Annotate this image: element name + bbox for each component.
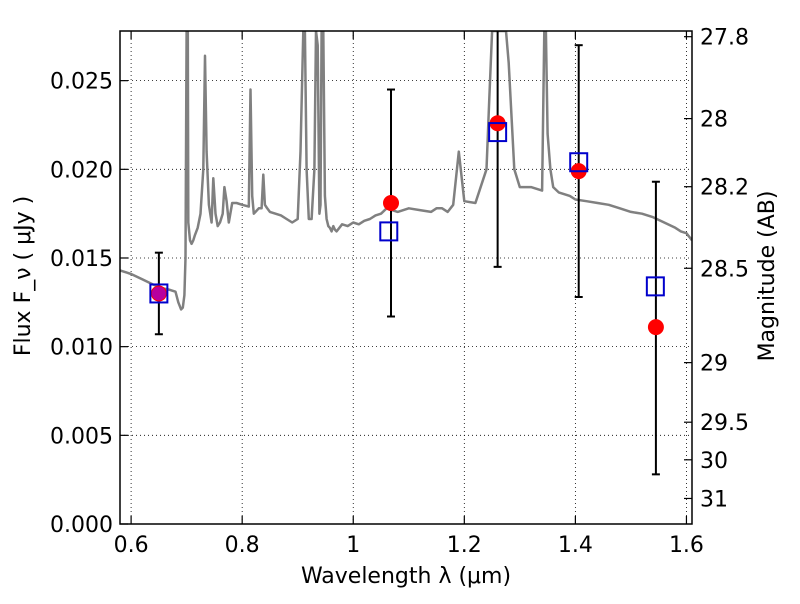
y-tick-label-4: 0.020 (50, 158, 113, 183)
observed-series (150, 115, 664, 336)
y-tick-label-5: 0.025 (50, 70, 113, 95)
y-tick-label-0: 0.000 (50, 513, 113, 538)
plot-frame (119, 30, 693, 525)
x-tick-label-0: 0.6 (114, 533, 149, 558)
model-point-2 (488, 122, 508, 143)
y2-tick-label-0: 27.8 (700, 26, 749, 51)
x-tick-label-2: 1 (346, 533, 360, 558)
y2-tick-label-3: 28.5 (700, 257, 749, 282)
overlap-point-0 (151, 286, 166, 301)
y2-tick-label-5: 29.5 (700, 411, 749, 436)
model-series (149, 122, 665, 304)
y2-tick-label-2: 28.2 (700, 176, 749, 201)
y-axis: 0.000 0.005 0.010 0.015 0.020 0.025 (50, 70, 128, 538)
spectrum-line (120, 31, 692, 311)
plot-border (119, 30, 693, 525)
x-tick-label-5: 1.6 (669, 533, 704, 558)
x-axis: 0.6 0.8 1 1.2 1.4 1.6 (114, 31, 704, 558)
x-axis-label: Wavelength λ (μm) (301, 564, 511, 589)
model-point-3 (569, 152, 589, 173)
x-tick-label-3: 1.2 (447, 533, 482, 558)
y2-tick-label-6: 30 (700, 449, 728, 474)
x-tick-label-1: 0.8 (225, 533, 260, 558)
model-point-0 (149, 283, 169, 304)
spectrum-series (120, 31, 692, 311)
y2-tick-label-7: 31 (700, 487, 728, 512)
x-tick-label-4: 1.4 (558, 533, 593, 558)
y-axis-label: Flux F_ν ( μJy ) (11, 196, 36, 356)
observed-point-4 (647, 319, 664, 336)
y2-tick-label-1: 28 (700, 108, 728, 133)
y-tick-label-3: 0.015 (50, 247, 113, 272)
y-tick-label-2: 0.010 (50, 336, 113, 361)
y2-axis-label: Magnitude (AB) (755, 191, 780, 362)
y2-tick-label-4: 29 (700, 352, 728, 377)
model-point-1 (379, 221, 399, 242)
errorbar-series (154, 31, 660, 476)
y-tick-label-1: 0.005 (50, 424, 113, 449)
y2-axis: 27.8 28 28.2 28.5 29 29.5 30 31 (684, 26, 749, 512)
model-point-4 (645, 276, 665, 297)
observed-point-1 (383, 195, 400, 212)
